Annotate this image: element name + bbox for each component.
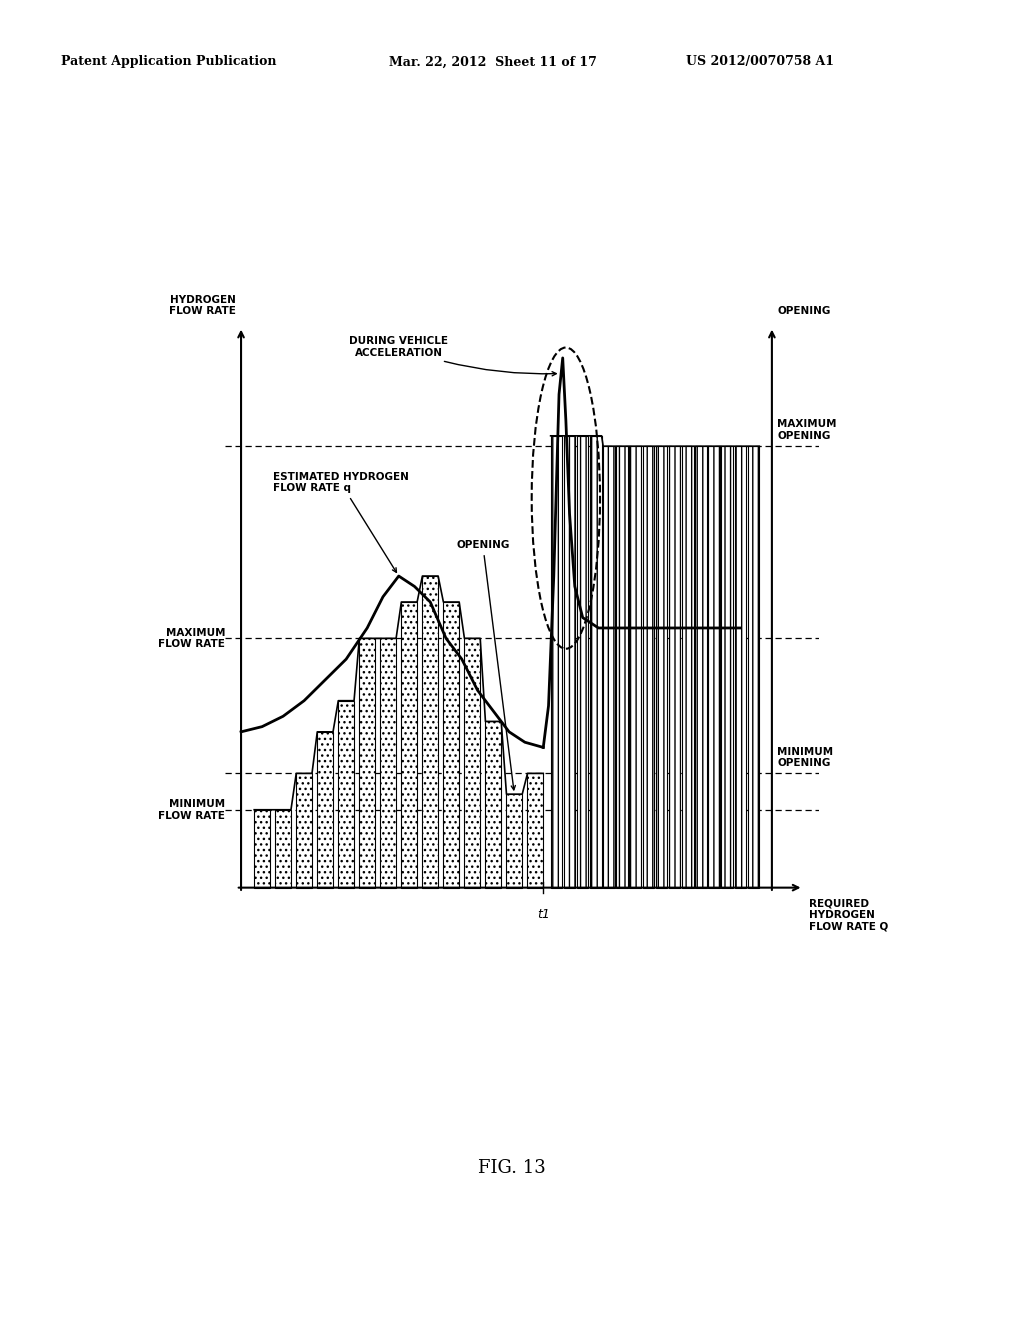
Text: MAXIMUM
OPENING: MAXIMUM OPENING — [777, 420, 837, 441]
Bar — [643, 446, 654, 887]
Bar — [734, 446, 746, 887]
Bar — [709, 446, 720, 887]
Text: Mar. 22, 2012  Sheet 11 of 17: Mar. 22, 2012 Sheet 11 of 17 — [389, 55, 597, 69]
Bar — [443, 602, 459, 887]
Text: MINIMUM
OPENING: MINIMUM OPENING — [777, 747, 834, 768]
Bar — [275, 809, 291, 887]
Text: OPENING: OPENING — [777, 306, 830, 317]
Bar — [338, 701, 354, 887]
Bar — [564, 436, 575, 887]
Text: Patent Application Publication: Patent Application Publication — [61, 55, 276, 69]
Text: FIG. 13: FIG. 13 — [478, 1159, 546, 1177]
Bar — [254, 809, 270, 887]
Text: REQUIRED
HYDROGEN
FLOW RATE Q: REQUIRED HYDROGEN FLOW RATE Q — [809, 898, 888, 931]
Bar — [669, 446, 680, 887]
Bar — [422, 576, 438, 887]
Bar — [722, 446, 733, 887]
Bar — [603, 446, 614, 887]
Text: MINIMUM
FLOW RATE: MINIMUM FLOW RATE — [159, 799, 225, 821]
Bar — [551, 436, 562, 887]
Text: MAXIMUM
FLOW RATE: MAXIMUM FLOW RATE — [159, 627, 225, 649]
Text: t1: t1 — [537, 908, 550, 921]
Bar — [296, 774, 312, 887]
Bar — [401, 602, 417, 887]
Bar — [485, 722, 501, 887]
Bar — [359, 639, 375, 887]
Bar — [380, 639, 396, 887]
Bar — [577, 436, 589, 887]
Bar — [630, 446, 641, 887]
Bar — [317, 731, 333, 887]
Text: US 2012/0070758 A1: US 2012/0070758 A1 — [686, 55, 835, 69]
Bar — [682, 446, 693, 887]
Bar — [748, 446, 759, 887]
Text: OPENING: OPENING — [456, 540, 515, 789]
Bar — [590, 436, 602, 887]
Bar — [616, 446, 628, 887]
Text: HYDROGEN
FLOW RATE: HYDROGEN FLOW RATE — [169, 294, 236, 317]
Bar — [655, 446, 668, 887]
Text: DURING VEHICLE
ACCELERATION: DURING VEHICLE ACCELERATION — [349, 337, 556, 376]
Bar — [695, 446, 707, 887]
Bar — [465, 639, 480, 887]
Text: ESTIMATED HYDROGEN
FLOW RATE q: ESTIMATED HYDROGEN FLOW RATE q — [272, 471, 409, 573]
Bar — [507, 795, 522, 887]
Bar — [527, 774, 544, 887]
